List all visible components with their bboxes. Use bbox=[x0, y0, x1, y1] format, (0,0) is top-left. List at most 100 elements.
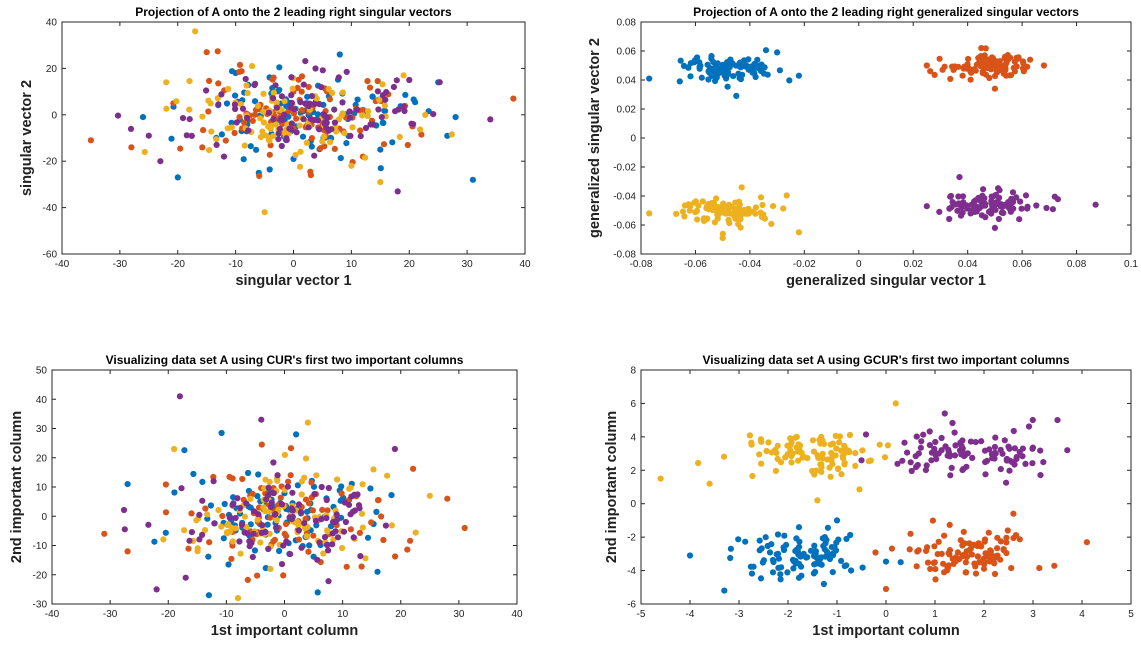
data-point bbox=[947, 75, 954, 82]
data-point bbox=[368, 519, 375, 526]
data-point bbox=[294, 84, 301, 91]
data-point bbox=[313, 472, 320, 479]
data-point bbox=[163, 79, 170, 86]
x-tick-label: 4 bbox=[1079, 609, 1085, 620]
data-point bbox=[705, 76, 712, 83]
data-point bbox=[945, 549, 952, 557]
data-point bbox=[1027, 56, 1034, 63]
data-point bbox=[932, 566, 939, 573]
data-point bbox=[1019, 58, 1027, 65]
data-point bbox=[822, 540, 829, 547]
data-point bbox=[295, 527, 302, 534]
data-point bbox=[1002, 66, 1009, 74]
data-point bbox=[766, 549, 774, 556]
data-point bbox=[300, 116, 307, 123]
data-point bbox=[266, 137, 273, 144]
data-point bbox=[947, 192, 955, 200]
data-point bbox=[339, 545, 346, 552]
data-point bbox=[218, 131, 225, 138]
data-point bbox=[203, 49, 210, 56]
x-tick-label: 0.06 bbox=[1012, 259, 1032, 270]
data-point bbox=[1016, 216, 1023, 223]
data-point bbox=[392, 553, 399, 560]
data-point bbox=[963, 65, 970, 72]
data-point bbox=[795, 524, 803, 531]
data-point bbox=[298, 107, 305, 114]
data-point bbox=[377, 146, 384, 153]
data-point bbox=[127, 125, 135, 132]
data-point bbox=[920, 431, 927, 438]
data-point bbox=[389, 139, 396, 146]
data-point bbox=[912, 453, 919, 460]
data-point bbox=[747, 563, 755, 570]
data-point bbox=[270, 89, 277, 96]
data-point bbox=[379, 92, 386, 99]
data-point bbox=[321, 534, 329, 541]
data-point bbox=[882, 585, 890, 593]
data-point bbox=[357, 133, 364, 140]
data-point bbox=[222, 137, 229, 144]
data-point bbox=[314, 556, 321, 563]
data-point bbox=[185, 545, 192, 552]
data-point bbox=[280, 572, 287, 579]
data-point bbox=[199, 531, 206, 539]
data-point bbox=[742, 538, 749, 545]
data-point bbox=[735, 536, 742, 543]
data-point bbox=[932, 438, 939, 446]
data-point bbox=[973, 61, 981, 68]
data-point bbox=[720, 453, 728, 460]
data-point bbox=[318, 483, 325, 491]
y-tick-label: 40 bbox=[36, 395, 48, 406]
data-point bbox=[769, 556, 777, 564]
data-point bbox=[228, 119, 235, 126]
data-point bbox=[238, 68, 245, 75]
data-point bbox=[700, 215, 708, 222]
data-point bbox=[951, 452, 959, 459]
data-point bbox=[980, 186, 987, 193]
data-point bbox=[114, 112, 122, 119]
data-point bbox=[297, 148, 304, 155]
data-point bbox=[954, 207, 961, 214]
data-point bbox=[359, 481, 366, 488]
data-point bbox=[412, 99, 419, 106]
data-point bbox=[260, 90, 267, 97]
data-point bbox=[1036, 565, 1043, 572]
data-point bbox=[982, 45, 989, 52]
data-point bbox=[681, 213, 688, 220]
data-point bbox=[956, 174, 963, 181]
y-tick-label: 0 bbox=[41, 512, 47, 523]
data-point bbox=[809, 437, 817, 444]
data-point bbox=[186, 116, 193, 123]
data-point bbox=[858, 457, 865, 464]
x-axis-label: singular vector 1 bbox=[235, 273, 351, 289]
data-point bbox=[936, 208, 943, 215]
data-point bbox=[726, 219, 733, 227]
data-point bbox=[202, 505, 209, 512]
data-point bbox=[258, 529, 265, 537]
data-point bbox=[706, 480, 713, 487]
data-point bbox=[828, 449, 835, 456]
data-point bbox=[952, 442, 959, 449]
data-point bbox=[288, 126, 295, 133]
data-point bbox=[907, 530, 914, 537]
data-point bbox=[946, 521, 953, 529]
data-point bbox=[303, 533, 310, 540]
data-point bbox=[852, 462, 859, 469]
data-point bbox=[194, 545, 201, 552]
data-point bbox=[728, 203, 735, 210]
data-point bbox=[884, 442, 892, 449]
data-point bbox=[1010, 427, 1017, 435]
y-tick-label: 20 bbox=[36, 453, 48, 464]
data-point bbox=[954, 549, 962, 556]
x-tick-label: 10 bbox=[346, 259, 358, 270]
data-point bbox=[236, 61, 244, 68]
data-point bbox=[251, 111, 258, 118]
data-point bbox=[940, 560, 947, 567]
data-point bbox=[243, 114, 251, 121]
data-point bbox=[736, 201, 743, 208]
data-point bbox=[775, 564, 782, 572]
data-point bbox=[846, 449, 853, 456]
data-point bbox=[238, 521, 245, 528]
x-axis-label: generalized singular vector 1 bbox=[786, 273, 986, 289]
data-point bbox=[762, 534, 769, 541]
